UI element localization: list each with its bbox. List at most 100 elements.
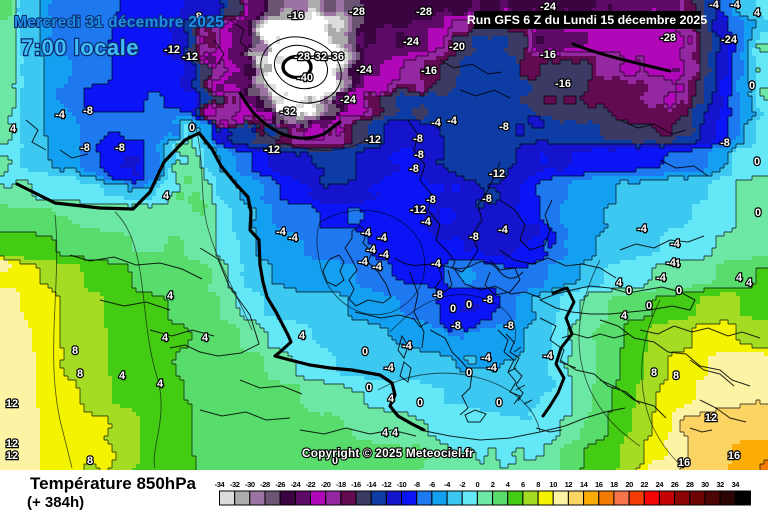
svg-text:16: 16 — [595, 480, 603, 489]
svg-text:12: 12 — [6, 398, 18, 410]
svg-text:Copyright © 2025 Meteociel.fr: Copyright © 2025 Meteociel.fr — [302, 446, 474, 460]
svg-text:-28: -28 — [660, 32, 676, 44]
svg-text:0: 0 — [646, 300, 652, 312]
svg-text:0: 0 — [496, 397, 502, 409]
svg-text:12: 12 — [6, 450, 18, 462]
svg-text:22: 22 — [641, 480, 649, 489]
svg-text:-4: -4 — [447, 115, 458, 127]
svg-text:-26: -26 — [275, 480, 285, 489]
svg-text:-8: -8 — [413, 133, 423, 145]
svg-text:Mercredi 31 décembre 2025: Mercredi 31 décembre 2025 — [14, 14, 224, 31]
svg-text:-12: -12 — [365, 134, 381, 146]
svg-text:-4: -4 — [481, 352, 492, 364]
svg-text:-22: -22 — [306, 480, 316, 489]
svg-text:-20: -20 — [321, 480, 331, 489]
svg-text:-20: -20 — [449, 41, 465, 53]
svg-text:-4: -4 — [543, 350, 554, 362]
svg-text:-18: -18 — [336, 480, 346, 489]
svg-text:-2: -2 — [459, 480, 465, 489]
svg-text:-16: -16 — [288, 10, 304, 22]
svg-text:8: 8 — [72, 345, 78, 357]
svg-text:-4: -4 — [288, 232, 299, 244]
svg-text:-4: -4 — [637, 223, 648, 235]
svg-text:8: 8 — [673, 370, 679, 382]
svg-text:8: 8 — [651, 367, 657, 379]
svg-text:8: 8 — [87, 455, 93, 467]
svg-text:-4: -4 — [487, 362, 498, 374]
svg-text:4: 4 — [299, 330, 306, 342]
svg-text:30: 30 — [701, 480, 709, 489]
svg-text:-8: -8 — [115, 142, 125, 154]
svg-text:0: 0 — [366, 382, 372, 394]
svg-text:-28: -28 — [294, 51, 310, 63]
svg-text:-28: -28 — [349, 6, 365, 18]
svg-text:-12: -12 — [410, 204, 426, 216]
svg-text:-4: -4 — [358, 256, 369, 268]
svg-text:-4: -4 — [670, 258, 681, 270]
svg-text:4: 4 — [157, 378, 164, 390]
svg-text:4: 4 — [616, 277, 623, 289]
svg-text:-8: -8 — [720, 137, 730, 149]
svg-text:-16: -16 — [351, 480, 361, 489]
svg-text:0: 0 — [362, 346, 368, 358]
svg-text:-24: -24 — [291, 480, 302, 489]
svg-text:2: 2 — [491, 480, 495, 489]
svg-text:4: 4 — [162, 332, 169, 344]
svg-text:-14: -14 — [366, 480, 377, 489]
svg-text:-4: -4 — [276, 226, 287, 238]
svg-text:-4: -4 — [730, 0, 741, 11]
svg-text:18: 18 — [610, 480, 618, 489]
svg-text:-4: -4 — [666, 257, 677, 269]
svg-text:4: 4 — [392, 427, 399, 439]
svg-text:16: 16 — [728, 450, 740, 462]
svg-text:4: 4 — [163, 190, 170, 202]
svg-text:-24: -24 — [403, 36, 420, 48]
svg-text:4: 4 — [10, 123, 17, 135]
svg-text:-28: -28 — [416, 6, 432, 18]
svg-text:-32: -32 — [280, 106, 296, 118]
svg-text:0: 0 — [755, 207, 761, 219]
svg-text:16: 16 — [678, 457, 690, 469]
svg-text:-8: -8 — [469, 231, 479, 243]
svg-text:-24: -24 — [721, 34, 738, 46]
svg-text:26: 26 — [671, 480, 679, 489]
svg-text:-12: -12 — [489, 168, 505, 180]
svg-text:-8: -8 — [414, 480, 420, 489]
svg-text:-36: -36 — [328, 51, 344, 63]
svg-text:-32: -32 — [311, 51, 327, 63]
svg-text:-4: -4 — [402, 340, 413, 352]
svg-text:-24: -24 — [356, 64, 373, 76]
svg-text:-16: -16 — [555, 78, 571, 90]
svg-text:(+ 384h): (+ 384h) — [27, 494, 84, 511]
svg-text:-8: -8 — [483, 294, 493, 306]
svg-text:-8: -8 — [504, 320, 514, 332]
svg-text:-12: -12 — [182, 51, 198, 63]
svg-text:-4: -4 — [498, 224, 509, 236]
svg-text:0: 0 — [476, 480, 480, 489]
svg-text:-28: -28 — [260, 480, 270, 489]
svg-text:4: 4 — [506, 480, 511, 489]
svg-text:-8: -8 — [426, 194, 436, 206]
svg-text:-4: -4 — [372, 261, 383, 273]
svg-text:12: 12 — [705, 412, 717, 424]
svg-text:-4: -4 — [709, 0, 720, 11]
svg-text:-4: -4 — [366, 244, 377, 256]
svg-text:-12: -12 — [164, 44, 180, 56]
svg-text:-30: -30 — [245, 480, 255, 489]
svg-text:4: 4 — [754, 7, 761, 19]
svg-text:-8: -8 — [451, 320, 461, 332]
svg-text:0: 0 — [189, 122, 195, 134]
svg-text:0: 0 — [332, 455, 338, 467]
svg-text:8: 8 — [77, 368, 83, 380]
svg-text:-4: -4 — [377, 232, 388, 244]
svg-text:-8: -8 — [499, 121, 509, 133]
svg-text:-8: -8 — [80, 142, 90, 154]
svg-text:-8: -8 — [83, 105, 93, 117]
svg-text:14: 14 — [580, 480, 589, 489]
svg-text:4: 4 — [382, 427, 389, 439]
svg-text:-16: -16 — [421, 65, 437, 77]
svg-text:-4: -4 — [656, 272, 667, 284]
svg-text:Run GFS 6 Z du Lundi 15 décemb: Run GFS 6 Z du Lundi 15 décembre 2025 — [467, 13, 707, 27]
svg-text:-4: -4 — [361, 227, 372, 239]
svg-text:-34: -34 — [215, 480, 226, 489]
